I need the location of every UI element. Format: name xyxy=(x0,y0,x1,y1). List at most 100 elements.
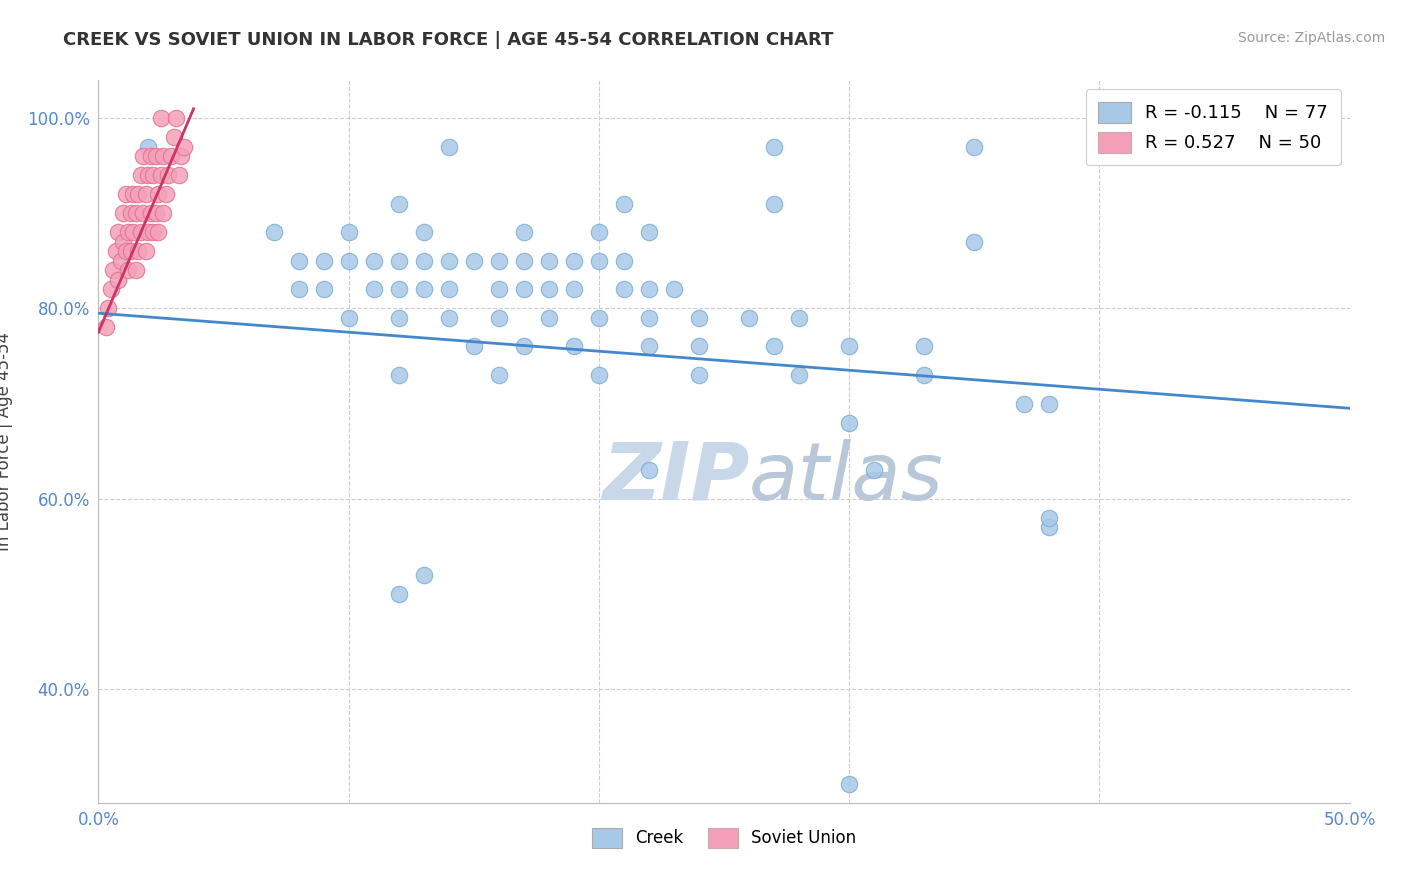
Point xyxy=(1014,396,1036,410)
Point xyxy=(145,206,167,220)
Point xyxy=(148,187,170,202)
Point xyxy=(838,777,860,791)
Point xyxy=(662,282,685,296)
Point xyxy=(132,149,155,163)
Point xyxy=(337,254,360,268)
Point xyxy=(125,206,148,220)
Point xyxy=(638,310,661,325)
Point xyxy=(145,149,167,163)
Point xyxy=(388,197,411,211)
Point xyxy=(103,263,125,277)
Point xyxy=(488,282,510,296)
Point xyxy=(763,140,786,154)
Point xyxy=(388,587,411,601)
Point xyxy=(132,206,155,220)
Point xyxy=(412,254,434,268)
Point xyxy=(388,254,411,268)
Point xyxy=(107,226,129,240)
Point xyxy=(160,149,183,163)
Point xyxy=(963,235,986,249)
Point xyxy=(412,226,434,240)
Point xyxy=(588,226,610,240)
Point xyxy=(117,263,139,277)
Point xyxy=(463,339,485,353)
Point xyxy=(513,254,536,268)
Point xyxy=(537,282,560,296)
Point xyxy=(287,282,309,296)
Point xyxy=(388,282,411,296)
Point xyxy=(94,320,117,334)
Point xyxy=(488,310,510,325)
Point xyxy=(155,187,177,202)
Point xyxy=(363,254,385,268)
Point xyxy=(562,282,585,296)
Point xyxy=(152,149,174,163)
Point xyxy=(1038,520,1060,534)
Point xyxy=(912,368,935,382)
Point xyxy=(117,226,139,240)
Point xyxy=(638,463,661,477)
Point xyxy=(388,310,411,325)
Point xyxy=(688,368,710,382)
Point xyxy=(562,339,585,353)
Point xyxy=(170,149,193,163)
Point xyxy=(1038,396,1060,410)
Point xyxy=(100,282,122,296)
Point xyxy=(120,244,142,259)
Point xyxy=(838,339,860,353)
Point xyxy=(1038,510,1060,524)
Point xyxy=(588,368,610,382)
Point xyxy=(588,254,610,268)
Point xyxy=(613,282,636,296)
Point xyxy=(263,226,285,240)
Point xyxy=(537,310,560,325)
Point xyxy=(120,206,142,220)
Point xyxy=(115,244,138,259)
Point xyxy=(912,339,935,353)
Point xyxy=(97,301,120,316)
Point xyxy=(135,187,157,202)
Point xyxy=(115,187,138,202)
Point xyxy=(139,149,162,163)
Y-axis label: In Labor Force | Age 45-54: In Labor Force | Age 45-54 xyxy=(0,332,13,551)
Point xyxy=(588,310,610,325)
Point xyxy=(763,339,786,353)
Point xyxy=(763,197,786,211)
Point xyxy=(150,169,173,183)
Legend: Creek, Soviet Union: Creek, Soviet Union xyxy=(583,820,865,856)
Point xyxy=(165,112,187,126)
Point xyxy=(112,235,135,249)
Point xyxy=(738,310,761,325)
Point xyxy=(142,226,165,240)
Point xyxy=(787,310,810,325)
Point xyxy=(122,226,145,240)
Point xyxy=(107,273,129,287)
Point xyxy=(167,169,190,183)
Point xyxy=(513,339,536,353)
Point xyxy=(148,226,170,240)
Point xyxy=(838,416,860,430)
Point xyxy=(337,310,360,325)
Point xyxy=(437,310,460,325)
Point xyxy=(463,254,485,268)
Point xyxy=(287,254,309,268)
Point xyxy=(125,263,148,277)
Point xyxy=(513,226,536,240)
Point xyxy=(412,567,434,582)
Point xyxy=(963,140,986,154)
Point xyxy=(162,130,184,145)
Point xyxy=(488,368,510,382)
Point xyxy=(437,140,460,154)
Point xyxy=(688,310,710,325)
Point xyxy=(129,226,152,240)
Point xyxy=(312,282,335,296)
Point xyxy=(513,282,536,296)
Point xyxy=(152,206,174,220)
Text: Source: ZipAtlas.com: Source: ZipAtlas.com xyxy=(1237,31,1385,45)
Point xyxy=(363,282,385,296)
Point xyxy=(337,226,360,240)
Point xyxy=(688,339,710,353)
Point xyxy=(638,339,661,353)
Point xyxy=(150,112,173,126)
Point xyxy=(488,254,510,268)
